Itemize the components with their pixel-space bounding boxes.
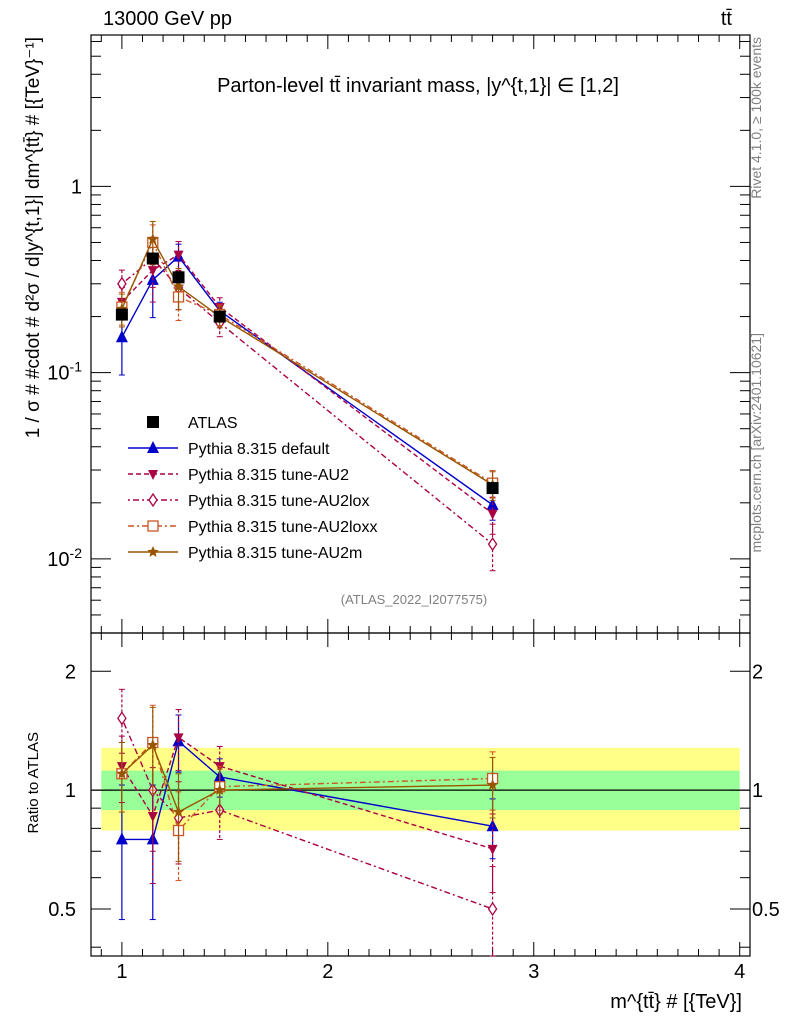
legend-label: Pythia 8.315 default xyxy=(188,441,330,458)
series-ratio-line xyxy=(121,718,493,910)
ratio-point xyxy=(116,767,128,779)
ratio-tick-label: 1 xyxy=(65,780,76,802)
legend-marker xyxy=(147,416,159,428)
legend-label: Pythia 8.315 tune-AU2lox xyxy=(188,493,369,510)
x-tick-label: 1 xyxy=(116,961,127,983)
y-axis-label: 1 / σ # #cdot # d²σ / d|y^{t,1}| dm^{tt̄… xyxy=(23,37,44,438)
data-point xyxy=(487,536,498,552)
x-tick-label: 2 xyxy=(322,961,333,983)
legend-marker xyxy=(147,520,159,532)
ratio-point xyxy=(486,779,499,790)
x-tick-label: 3 xyxy=(528,961,539,983)
x-tick-label: 4 xyxy=(734,961,745,983)
ratio-point xyxy=(117,711,127,726)
data-point xyxy=(117,276,127,291)
legend-label: Pythia 8.315 tune-AU2 xyxy=(188,467,349,484)
ratio-tick-label: 2 xyxy=(65,661,76,683)
ratio-point xyxy=(173,733,184,744)
y-tick-label: 10-1 xyxy=(47,359,82,385)
legend-entry-2: Pythia 8.315 tune-AU2 xyxy=(128,467,349,484)
atlas-data-point xyxy=(486,482,499,495)
legend-entry-1: Pythia 8.315 default xyxy=(128,441,330,458)
x-axis-label: m^{tt̄} # [{TeV}] xyxy=(610,991,742,1013)
data-point xyxy=(147,233,159,245)
atlas-data-point xyxy=(115,308,128,321)
ratio-point xyxy=(487,844,498,855)
rivet-label: Rivet 4.1.0, ≥ 100k events xyxy=(748,37,764,199)
main-plot-frame xyxy=(90,34,751,634)
ratio-point xyxy=(172,806,185,817)
atlas-data-point xyxy=(172,271,185,284)
mcplots-label: mcplots.cern.ch [arXiv:2401.10621] xyxy=(748,333,764,552)
atlas-data xyxy=(115,252,499,495)
legend-label: Pythia 8.315 tune-AU2loxx xyxy=(188,519,377,536)
ratio-point xyxy=(115,832,128,845)
data-point xyxy=(173,250,184,261)
ratio-point xyxy=(487,901,498,917)
ratio-tick-label: 0.5 xyxy=(48,899,76,921)
header-left: 13000 GeV pp xyxy=(103,8,232,30)
ratio-plot-frame xyxy=(90,632,751,957)
ratio-point xyxy=(147,739,159,750)
legend-marker xyxy=(148,470,158,480)
data-point xyxy=(115,330,128,343)
y-tick-label: 1 xyxy=(71,176,82,198)
header-right: tt̄ xyxy=(721,8,733,30)
legend-label: ATLAS xyxy=(188,415,238,432)
ratio-tick-label-right: 0.5 xyxy=(752,899,780,921)
ratio-point xyxy=(214,784,226,795)
legend-entry-4: Pythia 8.315 tune-AU2loxx xyxy=(128,519,377,536)
legend-entry-0: ATLAS xyxy=(147,415,238,432)
ratio-tick-label-right: 1 xyxy=(752,780,763,802)
data-point xyxy=(487,509,498,520)
atlas-data-point xyxy=(146,252,159,265)
analysis-id: (ATLAS_2022_I2077575) xyxy=(341,592,487,607)
legend-entry-3: Pythia 8.315 tune-AU2lox xyxy=(128,492,369,510)
ratio-y-axis-label: Ratio to ATLAS xyxy=(25,732,42,833)
chart-title: Parton-level tt̄ invariant mass, |y^{t,1… xyxy=(217,75,619,97)
legend-entry-5: Pythia 8.315 tune-AU2m xyxy=(128,545,362,562)
y-tick-label: 10-2 xyxy=(47,545,82,571)
legend-label: Pythia 8.315 tune-AU2m xyxy=(188,545,362,562)
legend-marker xyxy=(147,546,159,557)
ratio-tick-label-right: 2 xyxy=(752,661,763,683)
atlas-data-point xyxy=(213,310,226,323)
data-point xyxy=(147,266,158,277)
data-point xyxy=(172,280,185,292)
legend-marker xyxy=(147,441,159,453)
legend-marker xyxy=(148,492,158,508)
